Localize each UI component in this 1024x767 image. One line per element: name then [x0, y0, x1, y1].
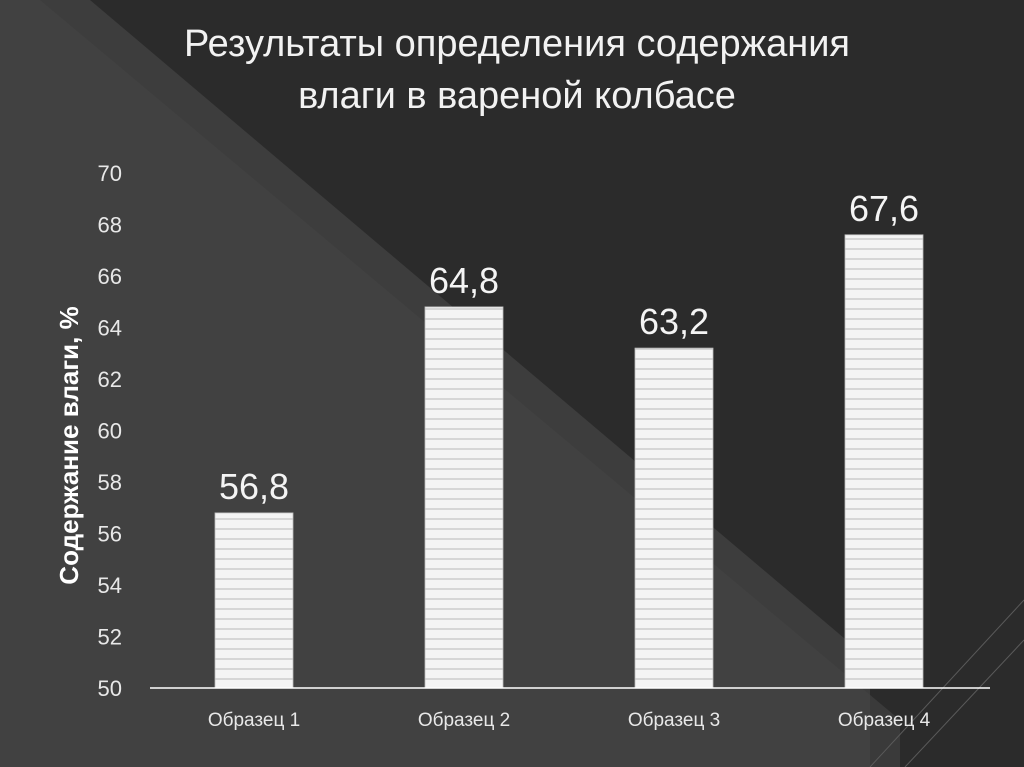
y-tick-label: 62: [98, 367, 122, 392]
bar: [844, 234, 924, 689]
y-tick-label: 66: [98, 264, 122, 289]
y-tick-label: 54: [98, 573, 122, 598]
y-tick-label: 56: [98, 522, 122, 547]
slide-title: Результаты определения содержания влаги …: [0, 18, 1024, 122]
category-labels: Образец 1 Образец 2 Образец 3 Образец 4: [208, 710, 931, 731]
bar-value-label: 63,2: [639, 301, 709, 342]
x-category-label: Образец 2: [418, 710, 510, 731]
y-tick-label: 64: [98, 316, 122, 341]
x-category-label: Образец 1: [208, 710, 300, 731]
y-tick-label: 60: [98, 419, 122, 444]
y-axis-title: Содержание влаги, %: [54, 306, 84, 584]
value-labels: 56,8 64,8 63,2 67,6: [219, 188, 919, 507]
x-category-label: Образец 4: [838, 710, 931, 731]
bar: [634, 347, 714, 689]
y-tick-label: 58: [98, 470, 122, 495]
y-tick-label: 50: [98, 676, 122, 701]
y-axis-ticks: 50 52 54 56 58 60 62 64 66 68 70: [98, 161, 122, 701]
bar-value-label: 64,8: [429, 260, 499, 301]
y-tick-label: 52: [98, 625, 122, 650]
bar-value-label: 56,8: [219, 466, 289, 507]
bar: [424, 306, 504, 689]
bar: [214, 512, 294, 689]
slide-title-line-2: влаги в вареной колбасе: [298, 75, 736, 117]
bar-value-label: 67,6: [849, 188, 919, 229]
y-tick-label: 68: [98, 213, 122, 238]
y-tick-label: 70: [98, 161, 122, 186]
bars: [214, 234, 924, 689]
slide-title-line-1: Результаты определения содержания: [183, 23, 851, 65]
x-category-label: Образец 3: [628, 710, 720, 731]
